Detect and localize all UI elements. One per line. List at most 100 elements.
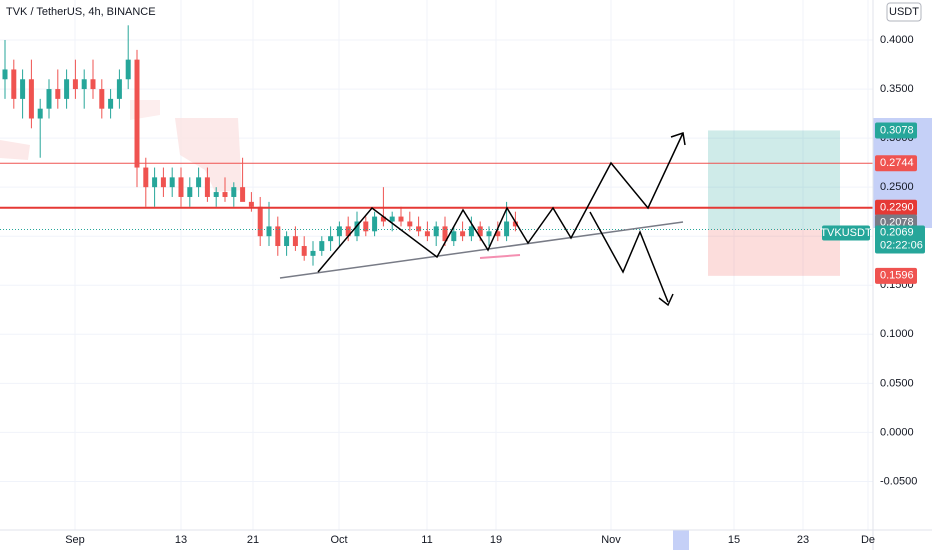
candle-body [380, 216, 386, 222]
candle-body [55, 89, 61, 99]
axis-labels: 0.40000.35000.30000.25000.20000.15000.10… [65, 34, 925, 546]
candle-body [169, 177, 175, 188]
price-label: 0.3078 [880, 124, 914, 136]
candle-body [125, 59, 131, 80]
symbol-label: TVKUSDT [820, 227, 872, 239]
candle-body [2, 69, 8, 80]
x-tick-label: 11 [421, 534, 432, 546]
currency[interactable]: USDT [889, 6, 919, 18]
x-tick-label: Sep [65, 534, 85, 546]
candle-body [328, 236, 334, 242]
candle-body [108, 98, 114, 109]
zigzag [317, 132, 684, 273]
y-tick-label: 0.3500 [880, 83, 914, 95]
candle-body [99, 89, 105, 109]
y-tick-label: 0.0000 [880, 426, 914, 438]
candle-body [292, 236, 298, 247]
x-tick-label: De [861, 534, 875, 546]
candle-body [257, 206, 263, 237]
candle-body [495, 231, 501, 237]
last-price-tag [875, 225, 925, 254]
candle-body [284, 236, 290, 247]
candle-body [213, 192, 219, 197]
candle-body [354, 221, 360, 237]
cloud [0, 140, 30, 160]
candle-body [160, 177, 166, 188]
candle-body [222, 192, 228, 197]
plot [0, 25, 873, 276]
price-tag [875, 155, 917, 172]
stop-zone [708, 229, 840, 276]
candle-body [486, 231, 492, 237]
candle-body [46, 89, 52, 109]
y-tick-label: 0.0500 [880, 377, 914, 389]
chart-title: TVK / TetherUS, 4h, BINANCE [6, 6, 156, 18]
x-tick-label: 15 [728, 534, 740, 546]
y-tick-label: 0.1000 [880, 328, 914, 340]
arrow-head [670, 132, 686, 146]
candle-body [319, 241, 325, 251]
candle-body [240, 187, 246, 202]
y-tick-label: 0.4000 [880, 34, 914, 46]
arrow-head [658, 293, 674, 307]
candle-body [178, 177, 184, 197]
candle-body [389, 216, 395, 222]
symbol-tag [822, 225, 870, 241]
grid [0, 0, 873, 530]
zigzag [589, 211, 669, 303]
drawing [479, 254, 521, 259]
x-tick-label: 21 [247, 534, 259, 546]
candle-body [433, 226, 439, 237]
candle-body [363, 221, 369, 232]
candle-body [231, 187, 237, 197]
price-label: 0.1596 [880, 270, 914, 282]
price-tag [875, 199, 917, 216]
price-label: 0.2290 [880, 202, 914, 214]
axis-highlight [673, 530, 689, 550]
candle-body [90, 79, 96, 90]
x-tick-label: Oct [330, 534, 347, 546]
x-tick-label: 23 [797, 534, 809, 546]
y-tick-label: 0.2500 [880, 181, 914, 193]
currency-button[interactable] [886, 2, 922, 22]
support-line [279, 221, 684, 279]
y-tick-label: -0.0500 [880, 475, 917, 487]
candle-body [336, 226, 342, 237]
candle-body [477, 226, 483, 237]
candle-body [152, 177, 158, 188]
last-price-label: 0.2069 [880, 226, 914, 238]
candle-body [310, 250, 316, 256]
candle-body [460, 231, 466, 237]
candle-body [20, 79, 26, 99]
candle-body [28, 79, 34, 119]
candle-body [398, 216, 404, 222]
candle-body [512, 221, 518, 227]
candle-body [204, 177, 210, 197]
candle-body [468, 226, 474, 237]
candle-body [372, 216, 378, 232]
candle-body [196, 177, 202, 188]
candle-body [407, 221, 413, 227]
candle-body [134, 59, 140, 168]
candle-body [416, 226, 422, 232]
candle-body [248, 201, 254, 207]
candle-body [301, 246, 307, 256]
candle-body [64, 79, 70, 99]
cloud [175, 118, 242, 192]
candle-body [266, 226, 272, 237]
target-zone [708, 130, 840, 230]
price-label: 0.2744 [880, 157, 914, 169]
candle-body [11, 69, 17, 99]
candle-body [275, 226, 281, 247]
candle-body [424, 231, 430, 237]
candle-body [187, 187, 193, 197]
x-tick-label: Nov [601, 534, 621, 546]
price-tag [875, 122, 917, 139]
candle-body [72, 79, 78, 90]
candle-body [81, 79, 87, 90]
candle-body [451, 231, 457, 242]
countdown: 02:22:06 [880, 239, 923, 251]
x-tick-label: 19 [490, 534, 502, 546]
